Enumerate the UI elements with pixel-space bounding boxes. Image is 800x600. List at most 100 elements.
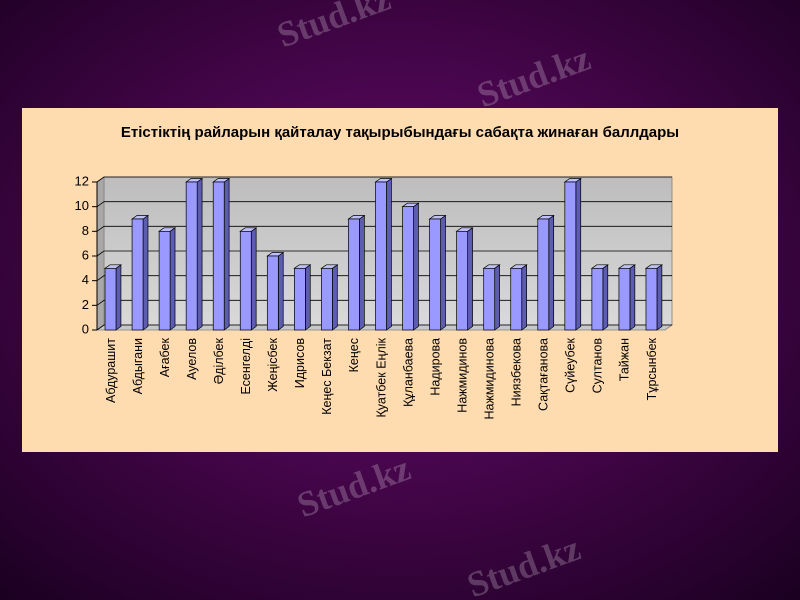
bar (347, 214, 366, 331)
x-tick-label: Кеңес Бекзат (320, 338, 334, 415)
x-tick-label: Қуатбек Еңлік (374, 337, 388, 417)
bar-front (510, 267, 523, 331)
bar (563, 177, 582, 331)
bar (212, 177, 231, 331)
grid-line (96, 176, 672, 183)
bar (103, 264, 123, 331)
x-tick-label: Надирова (428, 338, 442, 396)
y-tick-label: 0 (82, 321, 89, 336)
bar-front (375, 181, 387, 331)
bar-side (575, 177, 582, 331)
bar-side (521, 264, 527, 331)
bar-front (591, 267, 604, 331)
y-tick-label: 8 (82, 223, 89, 238)
bar-side (305, 264, 311, 331)
grid-line (96, 275, 672, 281)
bar-front (104, 267, 117, 331)
x-tick-label: Кеңес (347, 338, 361, 372)
grid-line (96, 250, 672, 257)
bar-side (413, 202, 419, 331)
plot: 0 2 4 6 8 10 12 Абдурашит Абдыгани Ағабек Ауелов Әд… (75, 173, 674, 420)
bar (320, 264, 339, 331)
bar-side (223, 177, 230, 331)
bar-side (656, 264, 663, 331)
bar-front (294, 267, 306, 331)
bar (590, 264, 609, 331)
bar-front (564, 181, 577, 331)
bar-front (158, 230, 171, 331)
y-tick-label: 12 (75, 173, 89, 188)
bar-side (142, 214, 149, 331)
x-tick-label: Ағабек (158, 337, 172, 377)
bar-front (321, 267, 333, 331)
bar-side (440, 214, 446, 331)
bar-front (483, 267, 496, 331)
x-tick-label: Құланбаева (401, 338, 415, 407)
bar (266, 251, 285, 331)
bar-side (629, 264, 636, 331)
bar-side (494, 264, 500, 331)
bar-side (250, 227, 257, 331)
bar-front (185, 181, 198, 331)
bar-side (169, 227, 176, 331)
bar (617, 264, 636, 331)
bar (644, 264, 663, 331)
bar-side (467, 227, 473, 331)
grid-line (96, 299, 672, 306)
bar (401, 202, 420, 331)
grid-line (96, 201, 672, 207)
x-tick-label: Султанов (591, 338, 605, 394)
bar-side (548, 214, 555, 331)
bar (374, 177, 393, 331)
bar-side (277, 251, 284, 331)
x-tick-label: Ниязбекова (510, 338, 524, 406)
bar-front (618, 267, 631, 331)
bar-front (266, 255, 279, 331)
bar (536, 214, 555, 331)
x-tick-label: Тайжан (618, 338, 632, 381)
x-tick-label: Есенгелді (239, 338, 253, 395)
y-tick-label: 6 (82, 247, 89, 262)
x-tick-label: Абдурашит (104, 338, 118, 403)
bar-side (115, 264, 122, 331)
x-tick-label: Нажмидинов (455, 338, 469, 413)
bar-front (537, 218, 550, 331)
x-tick-label: Сүйеубек (564, 337, 578, 392)
x-tick-label: Абдыгани (131, 338, 145, 394)
bar (509, 264, 528, 331)
bar (239, 227, 258, 331)
bar (455, 227, 474, 331)
bar-side (602, 264, 609, 331)
bar-side (196, 177, 203, 331)
bar-front (456, 230, 468, 331)
bar-front (429, 218, 441, 331)
bar-front (239, 230, 252, 331)
bar (130, 214, 150, 331)
bar-front (131, 218, 144, 331)
y-tick-label: 4 (82, 272, 89, 287)
bar-front (348, 218, 360, 331)
bar-side (386, 177, 392, 331)
bar-side (359, 214, 365, 331)
y-tick-label: 10 (75, 198, 89, 213)
grid-line (96, 324, 672, 331)
bar (428, 214, 447, 331)
bar-side (332, 264, 338, 331)
chart-title: Етістіктің райларын қайталау тақырыбында… (121, 124, 679, 141)
x-tick-label: Нажмидинова (482, 338, 496, 420)
bar-front (645, 267, 658, 331)
grid-line (96, 225, 672, 232)
y-tick-label: 2 (82, 297, 89, 312)
x-tick-label: Тұрсынбек (645, 337, 659, 400)
x-tick-label: Идрисов (293, 338, 307, 389)
bar-front (402, 206, 414, 331)
bar (482, 264, 501, 331)
x-tick-label: Әділбек (212, 337, 226, 384)
x-tick-label: Жеңісбек (266, 337, 280, 391)
x-tick-label: Ауелов (185, 338, 199, 380)
x-tick-label: Сақтағанова (537, 338, 551, 411)
bar (185, 177, 204, 331)
bar (158, 227, 177, 331)
bar-front (212, 181, 225, 331)
